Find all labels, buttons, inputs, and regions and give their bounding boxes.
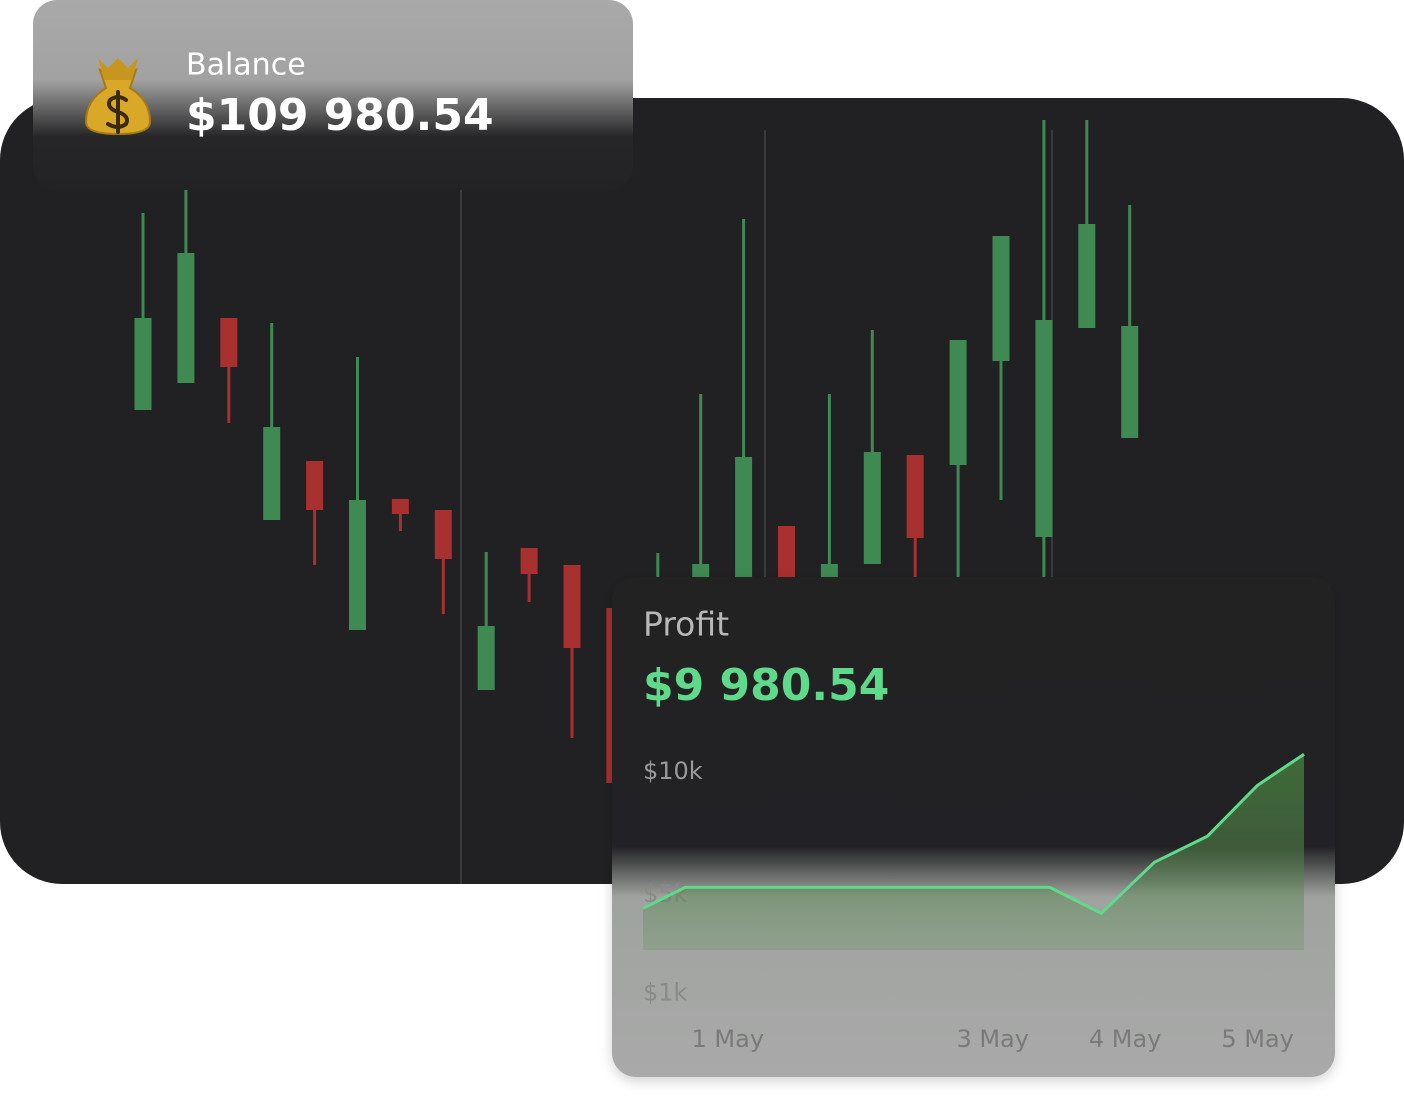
candle-body (349, 500, 366, 630)
candle-body (992, 236, 1010, 361)
x-tick-label: 4 May (1089, 1025, 1162, 1053)
y-tick-label: $1k (643, 978, 688, 1006)
candle-body (1078, 224, 1096, 328)
candle-body (949, 340, 967, 465)
x-tick-label: 1 May (692, 1025, 765, 1053)
balance-label: Balance (186, 48, 306, 83)
money-bag-icon (84, 58, 152, 136)
candle-body (391, 499, 409, 514)
profit-line (642, 752, 1305, 915)
candle-body (477, 626, 495, 690)
x-tick-label: 3 May (956, 1025, 1029, 1053)
candle-body (306, 461, 324, 510)
candle-body (263, 427, 281, 520)
candle-body (520, 548, 538, 574)
candle-body (134, 318, 152, 410)
candle-body (863, 452, 881, 564)
candle-body (1035, 320, 1053, 537)
profit-chart: $10k$5k$1k1 May 3 May 4 May 5 May (642, 752, 1305, 1053)
x-tick-label: 5 May (1221, 1025, 1294, 1053)
balance-amount: $109 980.54 (186, 90, 494, 141)
balance-card (33, 0, 633, 190)
candle-body (434, 510, 452, 559)
profit-title: Profit (643, 605, 729, 644)
candle-body (563, 565, 581, 648)
y-tick-label: $10k (643, 757, 703, 785)
candle-body (1121, 326, 1139, 438)
candle-body (220, 318, 238, 367)
profit-card-group (612, 577, 1335, 1077)
candle-body (906, 455, 924, 538)
profit-amount: $9 980.54 (643, 660, 889, 711)
profit-area (643, 754, 1304, 950)
profit-card (612, 577, 1335, 1077)
candle-body (177, 253, 195, 383)
